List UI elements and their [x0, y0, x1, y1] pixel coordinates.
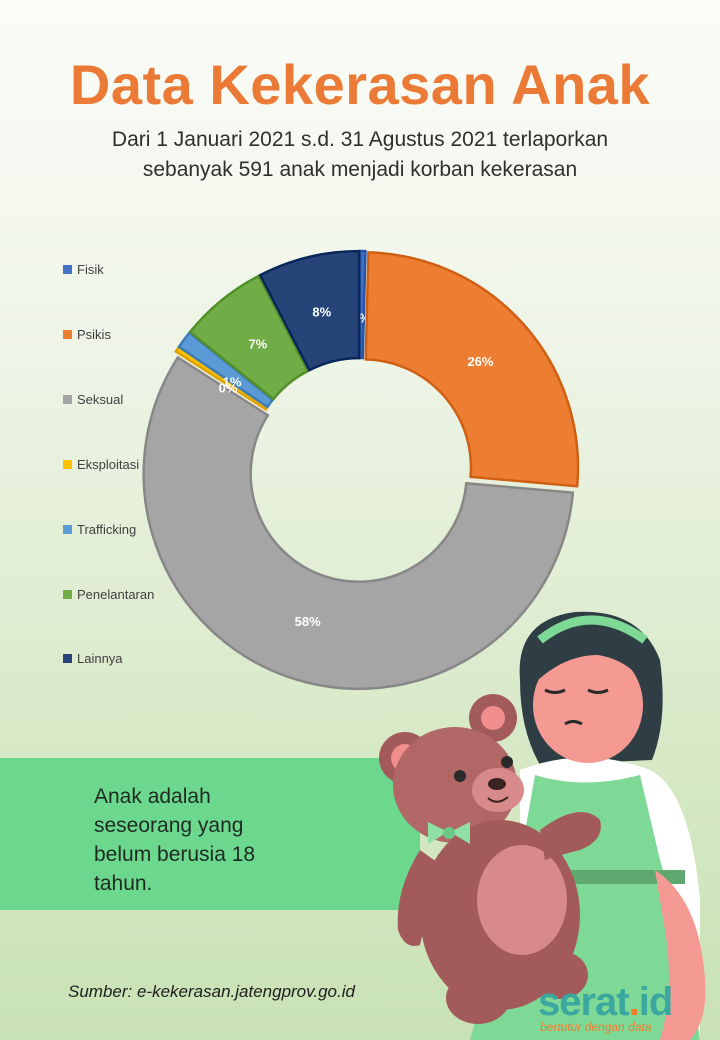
info-band	[0, 758, 420, 910]
donut-chart: 0%26%58%0%1%7%8%	[142, 249, 580, 691]
subtitle-line-1: Dari 1 Januari 2021 s.d. 31 Agustus 2021…	[111, 128, 609, 151]
donut-label-seksual: 58%	[295, 614, 321, 629]
logo-tagline: bertutur dengan data	[540, 1020, 652, 1034]
donut-label-penelantaran: 7%	[248, 336, 267, 351]
info-text: Anak adalah seseorang yang belum berusia…	[94, 782, 334, 898]
info-line-4: tahun.	[94, 872, 153, 895]
legend-label-seksual: Seksual	[77, 392, 124, 407]
legend-swatch-psikis	[63, 330, 72, 339]
legend-label-lainnya: Lainnya	[77, 651, 123, 666]
legend-label-penelantaran: Penelantaran	[77, 587, 155, 602]
donut-slice-penelantaran	[188, 274, 310, 401]
legend-item-psikis: Psikis	[63, 327, 111, 342]
legend-swatch-fisik	[63, 265, 72, 274]
info-line-1: Anak adalah	[94, 785, 211, 808]
legend-item-fisik: Fisik	[63, 262, 104, 277]
legend-item-lainnya: Lainnya	[63, 651, 123, 666]
logo-dot: .	[628, 980, 640, 1024]
donut-slice-lainnya	[258, 249, 361, 372]
donut-label-trafficking: 1%	[223, 374, 242, 389]
legend-swatch-lainnya	[63, 654, 72, 663]
legend-label-fisik: Fisik	[77, 262, 104, 277]
legend-label-psikis: Psikis	[77, 327, 111, 342]
legend-swatch-trafficking	[63, 525, 72, 534]
page-title: Data Kekerasan Anak	[69, 53, 651, 116]
legend-label-eksploitasi: Eksploitasi	[77, 457, 140, 472]
legend-swatch-penelantaran	[63, 590, 72, 599]
legend-swatch-eksploitasi	[63, 460, 72, 469]
legend-item-penelantaran: Penelantaran	[63, 587, 154, 602]
source-note: Sumber: e-kekerasan.jatengprov.go.id	[68, 982, 355, 1001]
info-line-3: belum berusia 18	[94, 843, 256, 866]
logo-main-text: serat	[538, 980, 630, 1024]
donut-slice-psikis	[364, 251, 580, 488]
logo-suffix: id	[638, 980, 674, 1024]
subtitle-line-2: sebanyak 591 anak menjadi korban kekeras…	[142, 158, 578, 181]
legend-swatch-seksual	[63, 395, 72, 404]
info-line-2: seseorang yang	[94, 814, 244, 837]
donut-slice-seksual	[142, 355, 575, 691]
donut-label-psikis: 26%	[467, 354, 493, 369]
page-subtitle: Dari 1 Januari 2021 s.d. 31 Agustus 2021…	[60, 125, 660, 185]
legend-item-trafficking: Trafficking	[63, 522, 136, 537]
legend-item-eksploitasi: Eksploitasi	[63, 457, 139, 472]
legend-item-seksual: Seksual	[63, 392, 123, 407]
legend-label-trafficking: Trafficking	[77, 522, 137, 537]
logo-wordmark: serat.id	[538, 980, 674, 1024]
brand-logo: serat.id bertutur dengan data	[538, 980, 674, 1034]
donut-label-lainnya: 8%	[312, 305, 331, 320]
teddy-bear	[379, 694, 601, 1024]
